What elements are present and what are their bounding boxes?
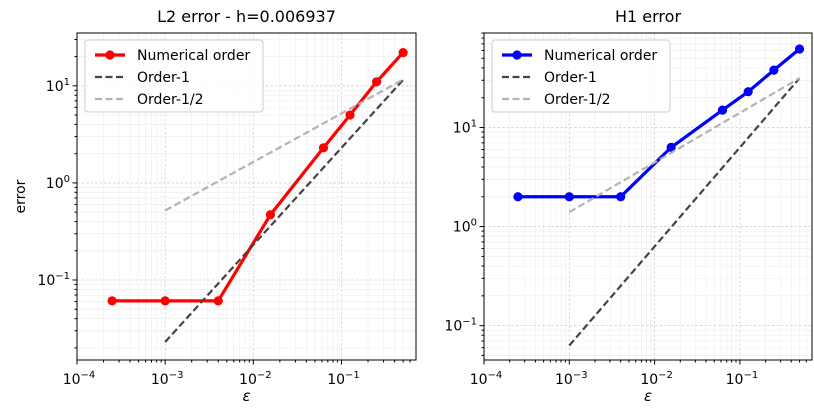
h1-numerical-order-line — [517, 47, 801, 199]
h1-numerical-order-point — [743, 87, 753, 97]
h1-x-axis-label: ε — [644, 387, 652, 405]
l2-error-chart: 10−4 10−3 10−2 10−1 10−1 100 101 L2 error - h=0… — [13, 7, 417, 405]
l2-legend-order-1-label: Order-1 — [137, 70, 190, 86]
l2-y-tick-label: 10−1 — [37, 271, 70, 289]
h1-numerical-order-point — [794, 44, 805, 54]
h1-y-tick-label: 100 — [453, 218, 477, 236]
l2-legend-order-1-2-label: Order-1/2 — [137, 92, 203, 108]
h1-x-tick-label: 10−1 — [726, 370, 759, 388]
l2-numerical-order-line — [112, 51, 405, 303]
h1-chart-title: H1 error — [615, 7, 681, 26]
l2-x-tick-label: 10−4 — [63, 370, 96, 388]
h1-x-tick-label: 10−4 — [470, 370, 503, 388]
l2-y-axis-label: error — [13, 179, 29, 213]
h1-legend-numerical-order-label: Numerical order — [544, 48, 657, 64]
l2-legend-numerical-order-label: Numerical order — [137, 48, 250, 64]
h1-y-tick-label: 10−1 — [444, 317, 477, 335]
l2-legend: Numerical order Order-1 Order-1/2 — [84, 39, 264, 113]
l2-x-tick-label: 10−2 — [239, 370, 272, 388]
h1-axes-frame — [483, 32, 813, 361]
l2-order-1-2-line — [164, 78, 404, 212]
l2-numerical-order-point — [160, 296, 170, 306]
l2-numerical-order-point — [371, 77, 382, 87]
l2-numerical-order-point — [318, 143, 329, 153]
h1-series-group — [513, 44, 805, 347]
l2-numerical-order-point — [107, 296, 117, 306]
l2-y-tick-label: 100 — [46, 174, 70, 192]
h1-x-tick-label: 10−3 — [555, 370, 588, 388]
l2-x-tick-label: 10−3 — [151, 370, 184, 388]
h1-legend-order-1-label: Order-1 — [544, 70, 597, 86]
h1-order-1-2-line — [568, 77, 801, 214]
h1-legend-order-1-2-label: Order-1/2 — [544, 92, 610, 108]
h1-error-chart: 10−4 10−3 10−2 10−1 10−1 100 101 H1 error ε Numer… — [444, 7, 813, 405]
l2-series-group — [107, 47, 408, 343]
h1-numerical-order-point — [513, 192, 523, 202]
h1-numerical-order-point — [717, 105, 728, 115]
h1-legend-numerical-order-marker — [512, 50, 522, 60]
h1-legend: Numerical order Order-1 Order-1/2 — [491, 39, 671, 113]
l2-axes-frame — [76, 32, 417, 361]
h1-numerical-order-point — [666, 142, 676, 153]
l2-x-axis-label: ε — [242, 387, 250, 405]
l2-legend-numerical-order-marker — [105, 50, 115, 60]
h1-numerical-order-point — [769, 65, 779, 75]
l2-numerical-order-point — [398, 47, 408, 58]
h1-y-tick-label: 101 — [453, 119, 477, 137]
h1-order-1-line — [568, 77, 801, 347]
l2-numerical-order-point — [345, 110, 355, 120]
l2-x-tick-label: 10−1 — [327, 370, 360, 388]
l2-legend-box — [84, 39, 264, 113]
h1-legend-box — [491, 39, 671, 113]
l2-y-tick-label: 101 — [46, 77, 70, 95]
l2-numerical-order-point — [213, 296, 223, 306]
h1-numerical-order-point — [564, 192, 574, 202]
h1-numerical-order-point — [616, 192, 626, 202]
l2-chart-title: L2 error - h=0.006937 — [157, 7, 336, 26]
l2-order-1-line — [164, 79, 404, 343]
h1-x-tick-label: 10−2 — [640, 370, 673, 388]
l2-numerical-order-point — [265, 210, 276, 220]
